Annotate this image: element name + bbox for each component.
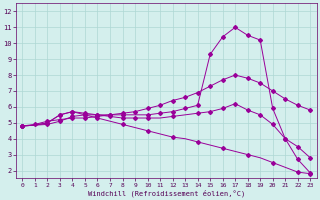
- X-axis label: Windchill (Refroidissement éolien,°C): Windchill (Refroidissement éolien,°C): [88, 189, 245, 197]
